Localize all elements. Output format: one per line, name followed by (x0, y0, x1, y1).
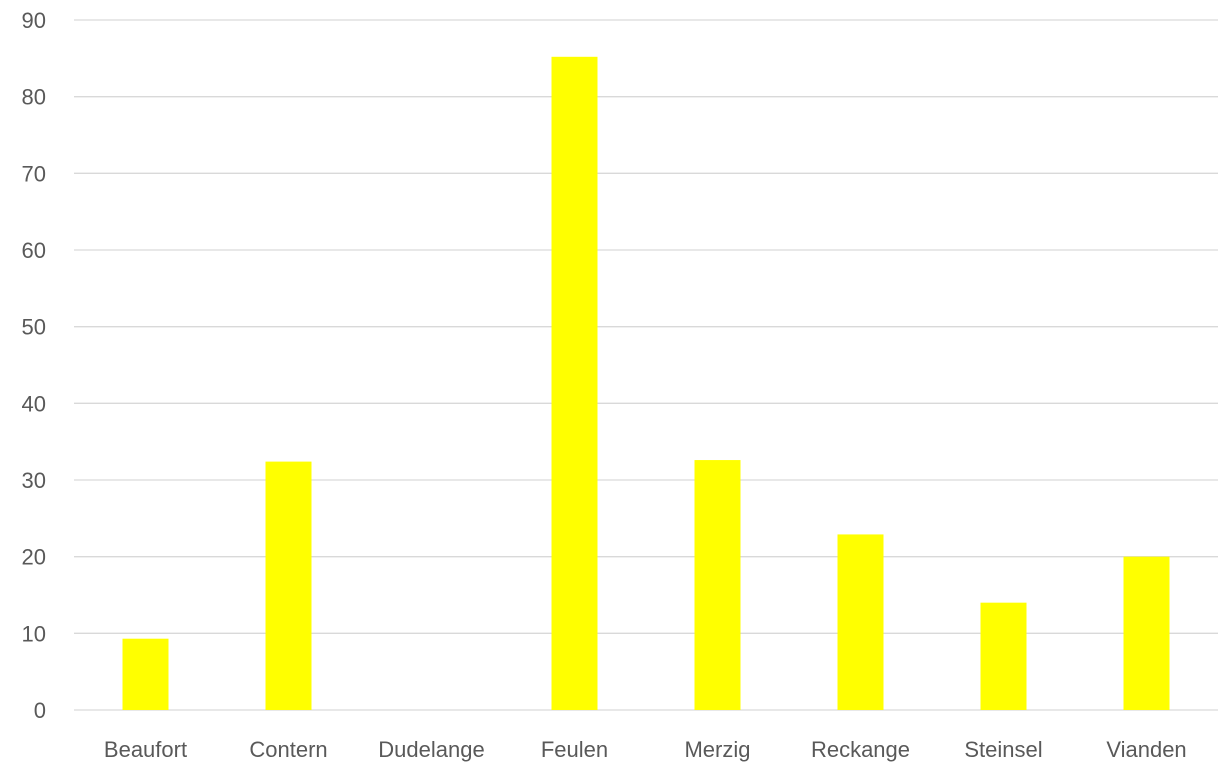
x-tick-label: Contern (249, 737, 327, 762)
x-axis-tick-labels: Beaufort Contern Dudelange Feulen Merzig Reck… (104, 737, 1187, 762)
bar-reckange (837, 534, 884, 710)
y-tick-label: 80 (22, 85, 46, 110)
y-tick-label: 40 (22, 391, 46, 416)
gridlines (74, 19, 1218, 711)
bar-merzig (694, 460, 741, 710)
x-tick-label: Feulen (541, 737, 608, 762)
x-tick-label: Merzig (684, 737, 750, 762)
x-tick-label: Beaufort (104, 737, 187, 762)
y-tick-label: 20 (22, 545, 46, 570)
bar-beaufort (122, 638, 169, 710)
y-tick-label: 90 (22, 8, 46, 33)
y-tick-label: 70 (22, 161, 46, 186)
y-tick-label: 60 (22, 238, 46, 263)
y-tick-label: 10 (22, 621, 46, 646)
bar-contern (265, 461, 312, 710)
bars (122, 56, 1170, 711)
y-tick-label: 30 (22, 468, 46, 493)
x-tick-label: Steinsel (964, 737, 1042, 762)
y-tick-label: 50 (22, 315, 46, 340)
x-tick-label: Reckange (811, 737, 910, 762)
y-tick-label: 0 (34, 698, 46, 723)
y-axis-tick-labels: 0 10 20 30 40 50 60 70 80 90 (22, 8, 46, 723)
x-tick-label: Vianden (1106, 737, 1186, 762)
x-tick-label: Dudelange (378, 737, 484, 762)
bar-steinsel (980, 602, 1027, 710)
bar-feulen (551, 56, 598, 711)
bar-vianden (1123, 556, 1170, 710)
